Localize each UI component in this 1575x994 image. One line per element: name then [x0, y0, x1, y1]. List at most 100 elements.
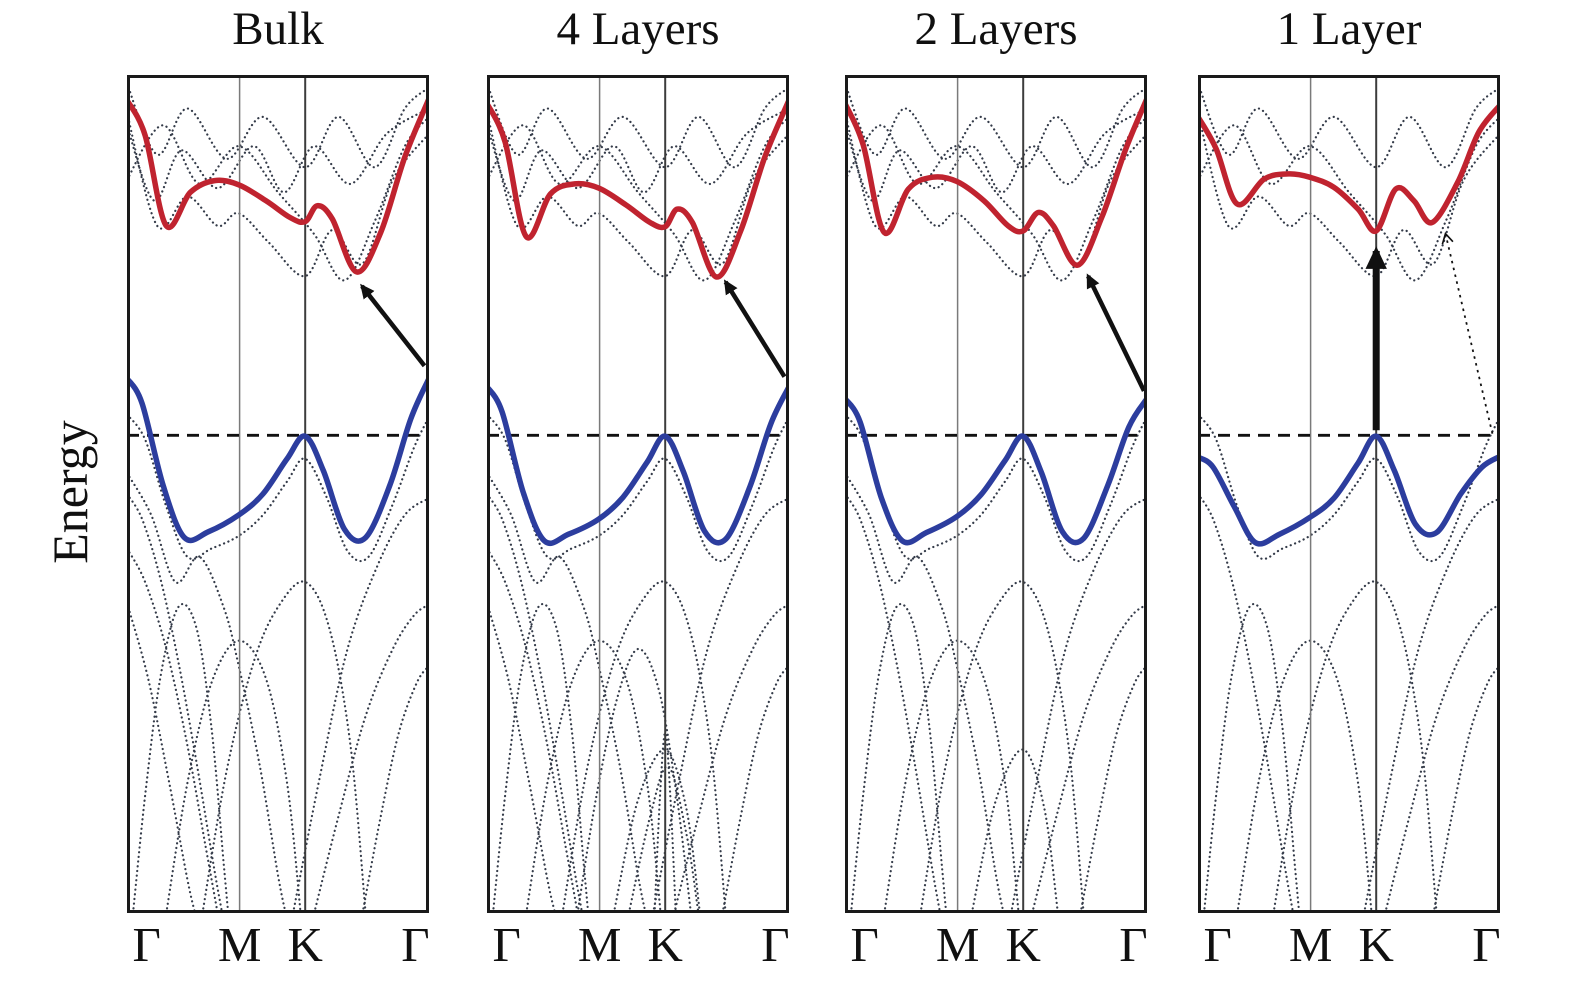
background-band [491, 602, 590, 913]
background-band [627, 765, 700, 913]
x-tick-m: M [577, 917, 622, 972]
background-band [970, 748, 1059, 913]
x-tick-gamma-right: Γ [1472, 917, 1501, 972]
background-band [487, 115, 789, 282]
band-plot-2-layers [845, 75, 1147, 913]
background-band [845, 471, 1005, 913]
x-axis-ticks-1-layer: Γ M K Γ [1198, 916, 1500, 990]
background-band [1198, 111, 1500, 278]
background-band [361, 664, 429, 913]
background-band [612, 748, 701, 913]
valence-band [127, 375, 429, 544]
background-band [576, 647, 692, 913]
background-band [1432, 664, 1500, 913]
background-band [292, 497, 429, 913]
background-band [1010, 497, 1147, 913]
conduction-band [845, 95, 1147, 268]
background-band [1236, 639, 1373, 913]
valence-band [1198, 433, 1500, 547]
background-band [201, 580, 367, 913]
background-band [131, 602, 230, 913]
conduction-band [487, 97, 789, 280]
x-tick-gamma-left: Γ [1203, 917, 1232, 972]
panel-1-layer: 1 Layer Γ M K Γ [1198, 0, 1501, 994]
conduction-band [1198, 102, 1500, 234]
background-band [525, 639, 662, 913]
x-tick-m: M [217, 917, 262, 972]
panel-2-layers: 2 Layers Γ M K Γ [845, 0, 1148, 994]
background-band [845, 492, 942, 913]
background-band [1198, 82, 1500, 169]
panel-4-layers: 4 Layers Γ M K Γ [487, 0, 790, 994]
background-band [487, 82, 789, 169]
background-band [561, 580, 727, 913]
background-band [1198, 115, 1500, 282]
background-band [127, 413, 429, 563]
x-tick-k: K [287, 917, 323, 972]
background-band [1272, 580, 1438, 913]
panel-title-4-layers: 4 Layers [556, 3, 720, 55]
background-band [1384, 603, 1500, 913]
band-gap-transition-arrow [360, 283, 427, 368]
panel-title-bulk: Bulk [232, 3, 324, 55]
panel-title-2-layers: 2 Layers [914, 3, 1078, 55]
background-band [653, 731, 677, 913]
x-tick-k: K [1005, 917, 1041, 972]
plot-frame [127, 75, 429, 913]
background-band [127, 115, 429, 282]
background-band [487, 111, 789, 278]
x-tick-gamma-right: Γ [761, 917, 790, 972]
background-band [845, 82, 1147, 169]
background-band [127, 82, 429, 169]
background-band [845, 111, 1147, 278]
band-gap-transition-arrow [1086, 273, 1147, 392]
background-band [127, 492, 224, 913]
x-tick-gamma-left: Γ [850, 917, 879, 972]
background-band [165, 639, 302, 913]
background-band [127, 107, 429, 202]
background-band [721, 664, 789, 913]
x-tick-gamma-right: Γ [401, 917, 430, 972]
x-tick-m: M [1288, 917, 1333, 972]
x-tick-gamma-right: Γ [1119, 917, 1148, 972]
background-band [883, 639, 1020, 913]
background-band [845, 107, 1147, 202]
background-band [127, 111, 429, 278]
valence-band [487, 383, 789, 547]
x-tick-k: K [647, 917, 683, 972]
x-tick-gamma-left: Γ [132, 917, 161, 972]
plot-frame [1198, 75, 1500, 913]
background-band [1079, 664, 1147, 913]
background-band [487, 547, 579, 913]
background-band [919, 580, 1085, 913]
x-axis-ticks-2-layers: Γ M K Γ [845, 916, 1147, 990]
background-band [673, 603, 789, 913]
background-band [1363, 497, 1500, 913]
conduction-band [127, 95, 429, 275]
background-band [1031, 603, 1147, 913]
background-band [1202, 602, 1301, 913]
x-tick-m: M [935, 917, 980, 972]
background-band [849, 602, 948, 913]
x-axis-ticks-4-layers: Γ M K Γ [487, 916, 789, 990]
band-gap-transition-arrow [723, 279, 787, 378]
x-tick-k: K [1358, 917, 1394, 972]
background-band [845, 115, 1147, 282]
background-band [127, 547, 219, 913]
band-plot-4-layers [487, 75, 789, 913]
background-band [487, 107, 789, 202]
background-band [487, 471, 647, 913]
background-band [652, 497, 789, 913]
band-plot-bulk [127, 75, 429, 913]
direct-gap-reference-arrow [1441, 231, 1494, 434]
plot-frame [845, 75, 1147, 913]
background-band [313, 603, 429, 913]
background-band [487, 492, 584, 913]
background-band [127, 471, 287, 913]
valence-band [845, 395, 1147, 546]
background-band [1198, 492, 1295, 913]
panel-bulk: Bulk Γ M K Γ [127, 0, 430, 994]
x-axis-ticks-bulk: Γ M K Γ [127, 916, 429, 990]
panel-title-1-layer: 1 Layer [1276, 3, 1422, 55]
